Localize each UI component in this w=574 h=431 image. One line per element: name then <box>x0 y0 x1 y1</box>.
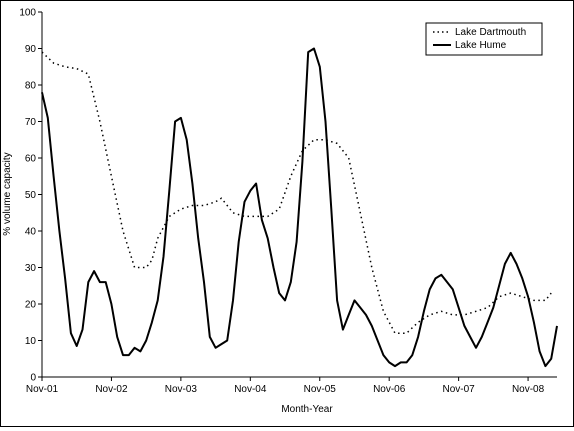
x-tick-label: Nov-07 <box>443 384 476 395</box>
legend-label-lake-dartmouth: Lake Dartmouth <box>455 27 526 38</box>
legend: Lake Dartmouth Lake Hume <box>425 22 543 56</box>
x-tick-label: Nov-08 <box>512 384 545 395</box>
y-tick-label: 20 <box>25 300 37 311</box>
legend-label-lake-hume: Lake Hume <box>455 40 507 51</box>
legend-box <box>425 22 543 56</box>
x-tick-label: Nov-04 <box>234 384 267 395</box>
x-axis: Nov-01 Nov-02 Nov-03 Nov-04 Nov-05 Nov-06 Nov-… <box>26 376 557 395</box>
y-tick-label: 10 <box>25 336 37 347</box>
x-tick-label: Nov-02 <box>95 384 128 395</box>
y-axis-title: % volume capacity <box>2 152 13 235</box>
y-tick-label: 50 <box>25 190 37 201</box>
y-tick-label: 60 <box>25 154 37 165</box>
y-tick-label: 90 <box>25 44 37 55</box>
series-line-lake-dartmouth <box>41 51 552 334</box>
x-tick-label: Nov-06 <box>373 384 406 395</box>
y-tick-label: 40 <box>25 227 37 238</box>
series-layer <box>41 47 558 368</box>
y-tick-label: 30 <box>25 263 37 274</box>
y-axis: 0 10 20 30 40 50 60 70 80 90 100 <box>19 8 43 384</box>
x-tick-label: Nov-05 <box>304 384 337 395</box>
x-tick-label: Nov-03 <box>165 384 198 395</box>
x-tick-label: Nov-01 <box>26 384 59 395</box>
y-tick-label: 0 <box>30 373 36 384</box>
y-tick-label: 70 <box>25 117 37 128</box>
y-tick-label: 100 <box>19 8 36 19</box>
series-line-lake-hume <box>41 47 558 368</box>
y-tick-label: 80 <box>25 81 37 92</box>
x-axis-title: Month-Year <box>281 404 333 415</box>
